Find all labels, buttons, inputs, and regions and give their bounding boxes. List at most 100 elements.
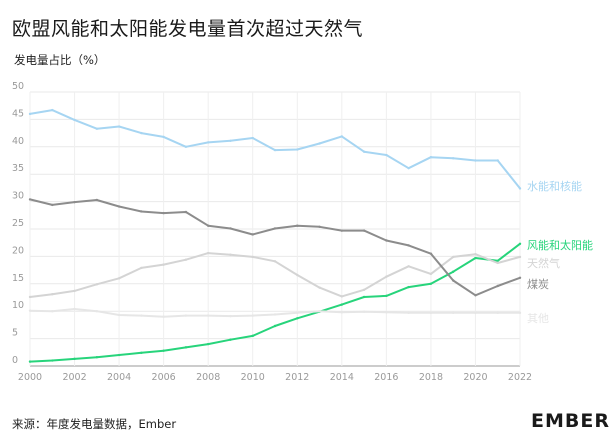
data-point-2-2006 <box>162 349 165 352</box>
data-point-5-2015 <box>362 310 366 313</box>
data-point-4-2015 <box>362 229 366 232</box>
data-point-3-2017 <box>407 265 410 268</box>
data-point-1-2020 <box>474 159 477 162</box>
data-point-2-2007 <box>184 346 188 349</box>
data-point-4-2020 <box>474 294 477 297</box>
data-point-4-2006 <box>162 211 165 215</box>
data-point-1-2015 <box>362 150 366 153</box>
data-point-5-2005 <box>140 314 143 317</box>
data-point-4-2009 <box>229 227 232 230</box>
y-tick-label-10: 10 <box>12 300 24 311</box>
data-point-4-2011 <box>273 227 277 230</box>
data-point-3-2019 <box>451 255 455 259</box>
source-note: 来源：年度发电量数据，Ember <box>12 417 177 431</box>
data-point-1-2000 <box>28 112 32 116</box>
y-tick-label-30: 30 <box>12 191 24 202</box>
data-point-3-2010 <box>251 255 254 259</box>
data-point-5-2020 <box>474 311 477 315</box>
x-tick-label-2000: 2000 <box>18 372 42 383</box>
data-point-1-2022 <box>518 187 522 190</box>
data-point-2-2008 <box>206 342 210 346</box>
data-point-3-2001 <box>51 293 54 296</box>
data-point-2-2014 <box>340 303 344 306</box>
data-point-1-2007 <box>184 145 188 148</box>
data-point-3-2000 <box>28 295 32 299</box>
data-point-2-2011 <box>273 324 277 328</box>
data-point-2-2016 <box>385 294 388 298</box>
data-point-1-2002 <box>73 118 76 122</box>
y-tick-label-50: 50 <box>12 81 24 92</box>
data-point-1-2018 <box>429 156 433 159</box>
data-point-3-2002 <box>73 289 76 293</box>
x-tick-label-2006: 2006 <box>152 372 176 383</box>
data-point-2-2017 <box>407 285 410 289</box>
data-point-3-2018 <box>429 272 433 276</box>
data-point-5-2012 <box>296 311 299 315</box>
data-point-3-2009 <box>229 253 232 256</box>
data-point-4-2016 <box>385 239 388 242</box>
data-point-3-2011 <box>273 260 277 263</box>
data-point-1-2012 <box>296 148 299 151</box>
x-tick-label-2016: 2016 <box>374 372 398 383</box>
data-point-4-2000 <box>28 198 32 201</box>
y-tick-label-40: 40 <box>12 136 24 147</box>
data-point-5-2011 <box>273 313 277 316</box>
y-tick-label-0: 0 <box>12 355 18 366</box>
data-point-5-2006 <box>162 315 165 318</box>
series-label-5: 其他 <box>527 312 549 325</box>
data-point-4-2021 <box>496 284 499 288</box>
data-point-4-2017 <box>407 244 410 247</box>
y-tick-label-25: 25 <box>12 218 24 229</box>
data-point-1-2004 <box>117 125 121 128</box>
x-tick-label-2018: 2018 <box>419 372 443 383</box>
data-point-4-2018 <box>429 252 433 255</box>
data-point-2-2001 <box>51 359 54 362</box>
data-point-4-2022 <box>518 276 522 279</box>
data-point-1-2009 <box>229 139 232 142</box>
data-point-3-2005 <box>140 266 143 270</box>
x-tick-label-2010: 2010 <box>241 372 265 383</box>
data-point-4-2003 <box>95 198 99 202</box>
data-point-2-2020 <box>474 256 477 260</box>
x-tick-label-2012: 2012 <box>285 372 309 383</box>
x-tick-label-2020: 2020 <box>463 372 487 383</box>
data-point-4-2007 <box>184 210 188 214</box>
data-point-3-2020 <box>474 253 477 256</box>
data-point-3-2016 <box>385 275 388 278</box>
x-tick-label-2008: 2008 <box>196 372 220 383</box>
data-point-4-2005 <box>140 210 143 213</box>
data-point-5-2001 <box>51 310 54 313</box>
data-point-2-2021 <box>496 259 499 262</box>
data-point-4-2013 <box>318 225 321 229</box>
data-point-1-2001 <box>51 108 54 112</box>
data-point-3-2021 <box>496 261 499 265</box>
y-tick-label-35: 35 <box>12 163 24 174</box>
data-point-3-2012 <box>296 273 299 277</box>
data-point-4-2008 <box>206 224 210 227</box>
data-point-2-2018 <box>429 282 433 285</box>
y-tick-label-20: 20 <box>12 245 24 256</box>
data-point-2-2022 <box>518 242 522 245</box>
data-point-4-2010 <box>251 233 254 236</box>
data-point-3-2015 <box>362 288 366 292</box>
data-point-5-2021 <box>496 311 499 315</box>
data-point-2-2009 <box>229 338 232 341</box>
y-tick-label-45: 45 <box>12 108 24 119</box>
data-point-2-2010 <box>251 334 254 338</box>
ember-logo: EMBER <box>531 410 610 432</box>
data-point-1-2021 <box>496 159 499 162</box>
y-tick-label-15: 15 <box>12 273 24 284</box>
data-point-3-2004 <box>117 277 121 280</box>
y-tick-label-5: 5 <box>12 328 18 339</box>
data-point-5-2002 <box>73 307 76 311</box>
data-point-5-2004 <box>117 313 121 317</box>
data-point-2-2019 <box>451 270 455 273</box>
x-tick-label-2004: 2004 <box>107 372 131 383</box>
data-point-2-2000 <box>28 360 32 363</box>
data-point-3-2007 <box>184 258 188 261</box>
data-point-3-2006 <box>162 263 165 266</box>
data-point-5-2014 <box>340 311 344 314</box>
data-point-4-2002 <box>73 200 76 204</box>
data-point-4-2001 <box>51 203 54 207</box>
series-label-1: 水能和核能 <box>527 179 582 193</box>
